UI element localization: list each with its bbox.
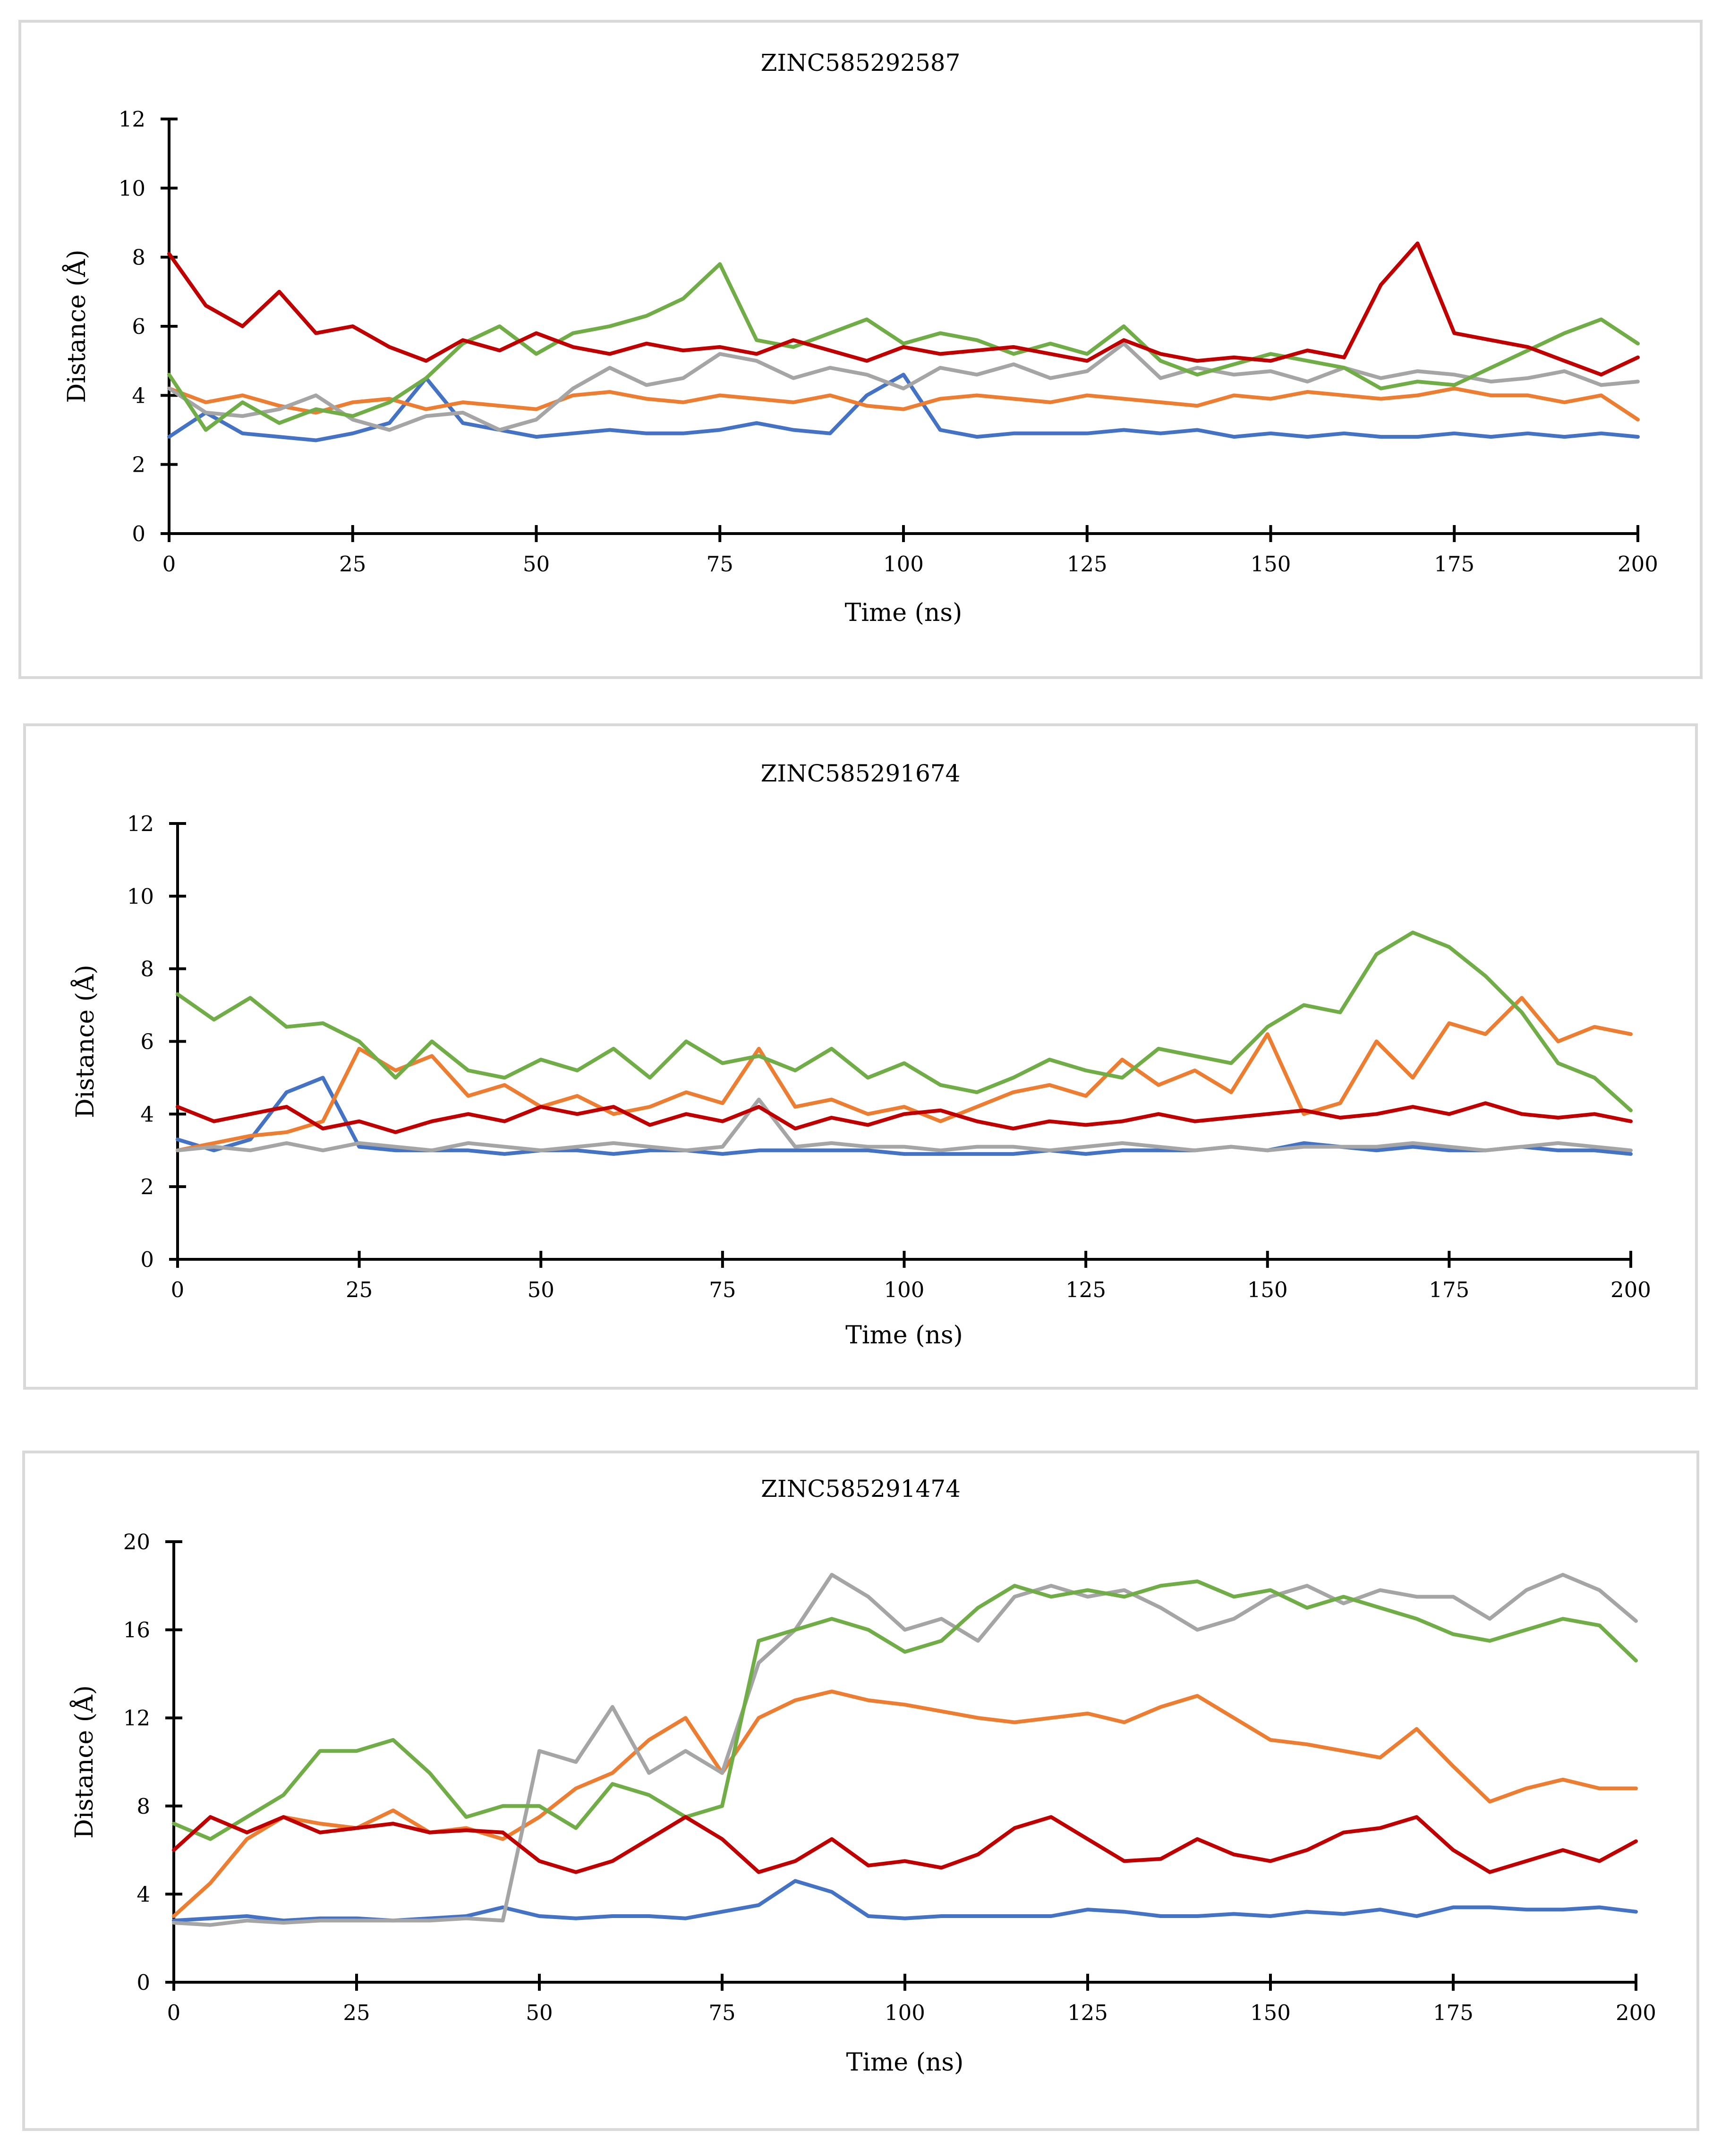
x-tick-label: 50 [528,1277,554,1302]
x-tick-label: 200 [1618,552,1658,577]
x-tick-label: 25 [339,552,366,577]
chart-title: ZINC585292587 [761,49,961,76]
x-tick-label: 0 [171,1277,185,1302]
y-tick-label: 8 [140,957,154,982]
x-tick-label: 125 [1065,1277,1106,1302]
y-tick-label: 12 [119,107,145,132]
x-tick-label: 150 [1251,552,1291,577]
distance-chart-1: ZINC585292587 0 2 4 6 8 10 12 0 25 50 75 100 125 150 17… [18,20,1703,679]
chart-frame [23,723,1698,1390]
x-tick-label: 100 [884,1277,925,1302]
x-tick-label: 50 [526,2000,553,2025]
x-tick-label: 75 [708,2000,735,2025]
chart-panel-1: ZINC585292587 0 2 4 6 8 10 12 0 25 50 75 100 125 150 17… [0,0,1721,699]
y-tick-label: 10 [119,176,145,201]
x-tick-label: 175 [1434,552,1474,577]
y-axis-label: Distance (Å) [69,1685,99,1839]
chart-title: ZINC585291674 [761,760,961,787]
chart-frame [22,1451,1699,2131]
distance-chart-2: ZINC585291674 0 2 4 6 8 10 12 0 25 50 75 100 125 150 17… [23,723,1698,1390]
series-line-4 [176,930,1633,1112]
y-tick-label: 4 [136,1882,150,1907]
y-tick-label: 0 [140,1247,154,1272]
series-line-2 [176,996,1633,1153]
y-tick-label: 2 [132,452,145,477]
x-tick-label: 75 [709,1277,736,1302]
x-tick-label: 175 [1433,2000,1474,2025]
y-tick-label: 8 [132,245,145,270]
y-tick-label: 6 [132,314,145,339]
series-line-4 [172,1579,1638,1841]
y-tick-label: 12 [127,811,154,836]
series-line-3 [172,1573,1638,1927]
series-line-2 [167,386,1640,422]
y-tick-label: 12 [123,1706,150,1731]
x-axis-label: Time (ns) [845,1321,963,1350]
series-line-5 [172,1815,1638,1874]
chart-frame [18,20,1703,679]
x-tick-label: 150 [1250,2000,1291,2025]
x-axis-label: Time (ns) [846,2048,964,2077]
x-tick-label: 150 [1247,1277,1288,1302]
series-line-3 [167,341,1640,432]
x-tick-label: 75 [707,552,733,577]
x-tick-label: 25 [343,2000,370,2025]
series-line-4 [167,262,1640,432]
chart-title: ZINC585291474 [761,1475,961,1502]
y-tick-label: 20 [123,1529,150,1554]
series-line-5 [167,241,1640,377]
y-tick-label: 0 [136,1970,150,1995]
y-axis-label: Distance (Å) [62,250,91,403]
chart-panel-3: ZINC585291474 0 4 8 12 16 20 0 25 50 75 100 125 150 17… [0,1426,1721,2156]
y-tick-label: 6 [140,1029,154,1054]
x-tick-label: 25 [346,1277,373,1302]
x-tick-label: 50 [523,552,550,577]
y-tick-label: 10 [127,884,154,909]
x-tick-label: 0 [162,552,176,577]
y-tick-label: 4 [140,1102,154,1127]
y-tick-label: 0 [132,521,145,546]
x-tick-label: 125 [1067,552,1108,577]
series-line-5 [176,1101,1633,1134]
series-line-1 [167,373,1640,442]
series-line-3 [176,1097,1633,1153]
x-tick-label: 175 [1429,1277,1469,1302]
x-axis-label: Time (ns) [845,599,963,627]
x-tick-label: 100 [885,2000,925,2025]
x-tick-label: 0 [167,2000,181,2025]
y-tick-label: 2 [140,1174,154,1199]
x-tick-label: 200 [1610,1277,1651,1302]
chart-panel-2: ZINC585291674 0 2 4 6 8 10 12 0 25 50 75 100 125 150 17… [0,699,1721,1426]
series-line-2 [172,1689,1638,1918]
y-axis-label: Distance (Å) [70,965,100,1118]
x-tick-label: 125 [1067,2000,1108,2025]
y-tick-label: 16 [123,1618,150,1643]
y-tick-label: 8 [136,1794,150,1819]
x-tick-label: 200 [1616,2000,1656,2025]
y-tick-label: 4 [132,383,145,408]
x-tick-label: 100 [883,552,924,577]
